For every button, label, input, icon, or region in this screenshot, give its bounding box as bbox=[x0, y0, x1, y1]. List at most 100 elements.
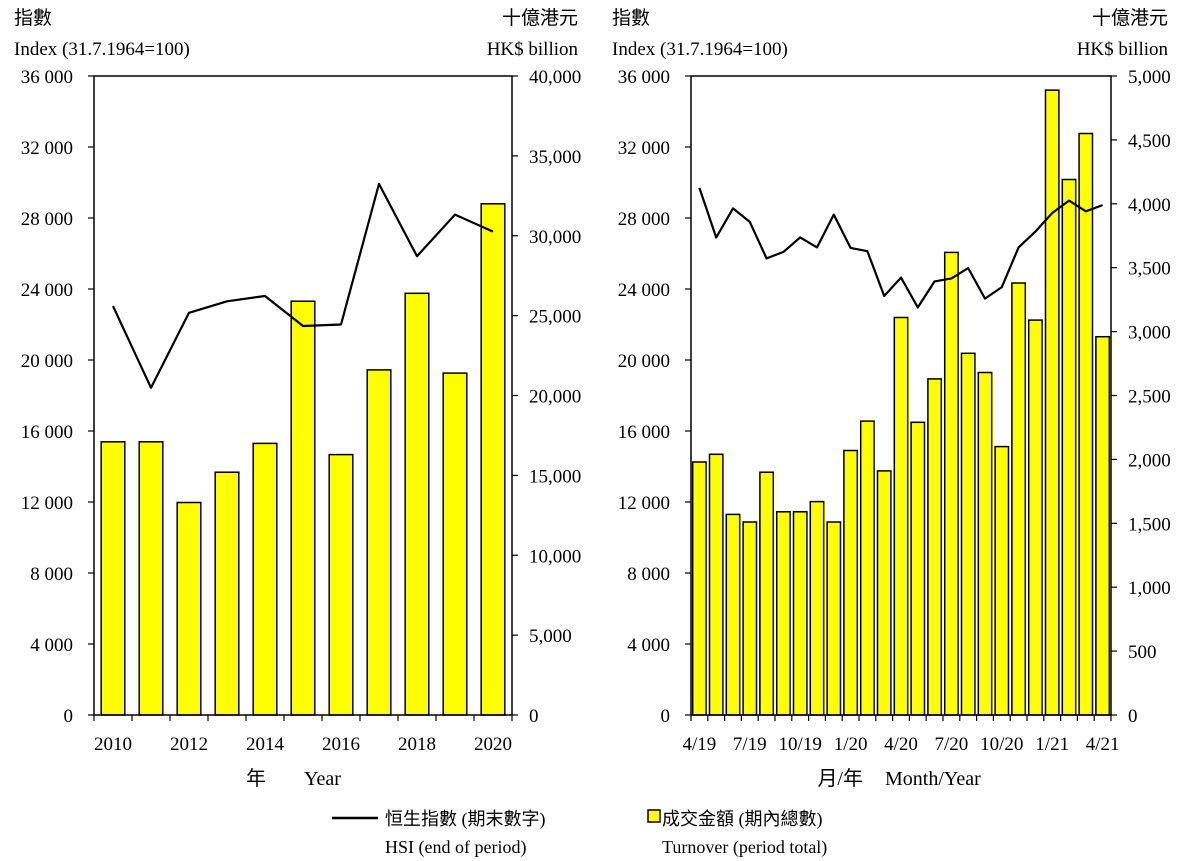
x-tick-label-monthly-10-20: 10/20 bbox=[980, 734, 1023, 755]
y-left-tick-label-monthly-9: 36 000 bbox=[618, 67, 670, 88]
right-axis-title-zh-annual: 十億港元 bbox=[502, 7, 578, 29]
bar-annual-2018 bbox=[404, 292, 430, 716]
bar-monthly-4-20 bbox=[893, 316, 909, 716]
right-axis-title-zh-monthly: 十億港元 bbox=[1092, 7, 1168, 29]
y-left-tick-label-annual-0: 0 bbox=[64, 706, 74, 727]
legend-turnover-swatch bbox=[647, 809, 661, 823]
bar-monthly-12-20 bbox=[1027, 319, 1043, 716]
x-tick-label-annual-2020: 2020 bbox=[474, 734, 512, 755]
chart-annual: 指數 Index (31.7.1964=100) 十億港元 HK$ billio… bbox=[14, 7, 581, 790]
bar-annual-2013 bbox=[214, 471, 240, 716]
bar-annual-2011 bbox=[138, 441, 164, 716]
y-right-tick-label-monthly-9: 4,500 bbox=[1128, 131, 1171, 152]
y-right-tick-label-annual-8: 40,000 bbox=[529, 67, 581, 88]
bar-monthly-9-19 bbox=[775, 511, 791, 716]
y-left-tick-label-monthly-0: 0 bbox=[661, 706, 671, 727]
left-axis-title-zh-monthly: 指數 bbox=[612, 7, 650, 29]
x-axis-title-zh-monthly: 月/年 bbox=[817, 767, 863, 790]
y-left-tick-label-annual-7: 28 000 bbox=[21, 209, 73, 230]
y-left-tick-label-annual-2: 8 000 bbox=[30, 564, 73, 585]
bar-monthly-3-20 bbox=[876, 470, 892, 716]
bar-monthly-5-20 bbox=[910, 421, 926, 716]
y-right-tick-label-monthly-3: 1,500 bbox=[1128, 514, 1171, 535]
y-right-tick-label-monthly-6: 3,000 bbox=[1128, 323, 1171, 344]
bar-monthly-3-21 bbox=[1078, 132, 1094, 716]
chart-monthly: 指數 Index (31.7.1964=100) 十億港元 HK$ billio… bbox=[612, 7, 1171, 790]
y-right-tick-label-annual-0: 0 bbox=[529, 706, 539, 727]
x-tick-label-annual-2012: 2012 bbox=[170, 734, 208, 755]
y-left-tick-label-monthly-1: 4 000 bbox=[627, 635, 670, 656]
y-right-tick-label-annual-3: 15,000 bbox=[529, 466, 581, 487]
y-left-tick-label-annual-5: 20 000 bbox=[21, 351, 73, 372]
y-left-tick-label-annual-6: 24 000 bbox=[21, 280, 73, 301]
y-left-tick-label-monthly-3: 12 000 bbox=[618, 493, 670, 514]
y-right-tick-label-annual-2: 10,000 bbox=[529, 546, 581, 567]
bar-monthly-7-20 bbox=[943, 251, 959, 716]
hsi-line-annual bbox=[112, 182, 494, 389]
bar-monthly-11-20 bbox=[1011, 282, 1027, 716]
y-right-tick-label-monthly-2: 1,000 bbox=[1128, 578, 1171, 599]
bar-monthly-1-21 bbox=[1044, 89, 1060, 716]
y-left-tick-label-annual-4: 16 000 bbox=[21, 422, 73, 443]
y-left-tick-label-monthly-7: 28 000 bbox=[618, 209, 670, 230]
plot-frame-monthly bbox=[690, 75, 1112, 716]
y-right-tick-label-monthly-5: 2,500 bbox=[1128, 387, 1171, 408]
bar-monthly-6-20 bbox=[927, 378, 943, 716]
right-axis-title-en-annual: HK$ billion bbox=[487, 39, 579, 60]
x-tick-label-monthly-7-19: 7/19 bbox=[733, 734, 767, 755]
x-tick-label-monthly-1-21: 1/21 bbox=[1035, 734, 1069, 755]
y-left-tick-label-monthly-5: 20 000 bbox=[618, 351, 670, 372]
bar-series-annual bbox=[100, 203, 506, 716]
y-left-tick-label-annual-8: 32 000 bbox=[21, 138, 73, 159]
bar-monthly-1-20 bbox=[843, 449, 859, 716]
bar-monthly-8-20 bbox=[960, 352, 976, 716]
y-left-tick-label-annual-1: 4 000 bbox=[30, 635, 73, 656]
bar-monthly-4-21 bbox=[1095, 335, 1111, 716]
hsi-line-monthly bbox=[698, 187, 1103, 309]
line-series-monthly bbox=[698, 187, 1103, 309]
bar-monthly-9-20 bbox=[977, 371, 993, 716]
bar-annual-2020 bbox=[480, 203, 506, 716]
x-axis-title-zh-annual: 年 bbox=[246, 767, 266, 790]
plot-frame-annual bbox=[93, 75, 513, 716]
left-axis-title-en-annual: Index (31.7.1964=100) bbox=[14, 39, 190, 60]
left-axis-title-zh-annual: 指數 bbox=[14, 7, 52, 29]
legend-turnover-label-zh: 成交金額 (期內總數) bbox=[662, 809, 823, 830]
line-series-annual bbox=[112, 182, 494, 389]
y-left-tick-label-annual-3: 12 000 bbox=[21, 493, 73, 514]
bar-monthly-7-19 bbox=[742, 521, 758, 716]
y-left-tick-label-monthly-2: 8 000 bbox=[627, 564, 670, 585]
bar-annual-2010 bbox=[100, 441, 126, 716]
bar-monthly-5-19 bbox=[708, 453, 724, 716]
y-right-tick-label-annual-6: 30,000 bbox=[529, 227, 581, 248]
tick-labels-annual: 0 4 000 8 000 12 000 16 000 20 000 24 000 28 00… bbox=[21, 67, 582, 755]
x-tick-label-annual-2010: 2010 bbox=[94, 734, 132, 755]
y-right-tick-label-monthly-8: 4,000 bbox=[1128, 195, 1171, 216]
y-right-tick-label-annual-7: 35,000 bbox=[529, 147, 581, 168]
bar-monthly-11-19 bbox=[809, 500, 825, 716]
x-axis-title-en-annual: Year bbox=[304, 768, 341, 790]
y-left-tick-label-annual-9: 36 000 bbox=[21, 67, 73, 88]
x-tick-label-monthly-4-20: 4/20 bbox=[884, 734, 918, 755]
y-right-tick-label-monthly-1: 500 bbox=[1128, 642, 1157, 663]
x-tick-label-monthly-10-19: 10/19 bbox=[779, 734, 822, 755]
x-tick-label-annual-2014: 2014 bbox=[246, 734, 285, 755]
x-tick-label-monthly-7-20: 7/20 bbox=[935, 734, 969, 755]
y-left-tick-label-monthly-4: 16 000 bbox=[618, 422, 670, 443]
legend-hsi-label-en: HSI (end of period) bbox=[385, 837, 526, 858]
bar-annual-2017 bbox=[366, 369, 392, 716]
left-axis-title-en-monthly: Index (31.7.1964=100) bbox=[612, 39, 788, 60]
right-axis-title-en-monthly: HK$ billion bbox=[1077, 39, 1169, 60]
y-left-tick-label-monthly-6: 24 000 bbox=[618, 280, 670, 301]
x-tick-label-annual-2016: 2016 bbox=[322, 734, 360, 755]
bar-monthly-6-19 bbox=[725, 513, 741, 716]
y-right-tick-label-monthly-10: 5,000 bbox=[1128, 67, 1171, 88]
bar-annual-2016 bbox=[328, 453, 354, 716]
bar-monthly-2-20 bbox=[859, 420, 875, 716]
bar-monthly-12-19 bbox=[826, 521, 842, 716]
bar-annual-2012 bbox=[176, 501, 202, 716]
y-right-tick-label-monthly-7: 3,500 bbox=[1128, 259, 1171, 280]
legend-turnover-label-en: Turnover (period total) bbox=[662, 837, 827, 858]
y-right-tick-label-monthly-4: 2,000 bbox=[1128, 450, 1171, 471]
